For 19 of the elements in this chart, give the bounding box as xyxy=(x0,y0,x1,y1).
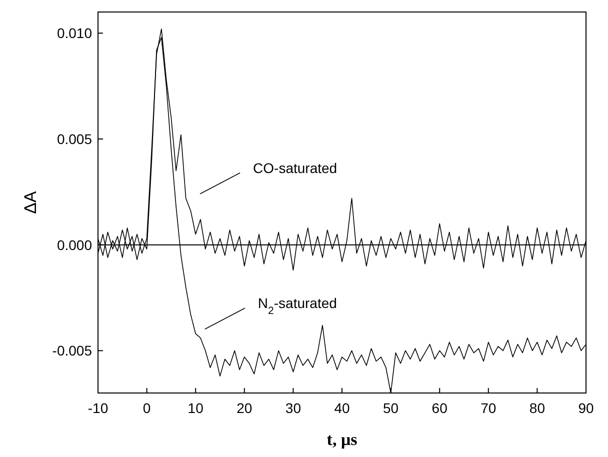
y-tick-label: 0.010 xyxy=(56,25,92,42)
x-tick-label: 50 xyxy=(383,400,399,416)
y-tick-label: -0.005 xyxy=(52,342,92,359)
x-tick-label: 60 xyxy=(432,400,448,416)
y-tick-label: 0.005 xyxy=(56,131,92,147)
annotation: N$_{2}$-saturated xyxy=(258,295,337,318)
annotation: CO-saturated xyxy=(253,160,338,176)
x-tick-label: 10 xyxy=(188,400,204,416)
x-tick-label: 30 xyxy=(285,400,302,416)
y-tick-label: 0.000 xyxy=(56,236,92,253)
x-tick-label: -10 xyxy=(88,400,108,416)
y-axis-title: ΔA xyxy=(21,190,40,214)
x-axis-title: t, μs xyxy=(326,430,358,449)
x-tick-label: 70 xyxy=(480,400,496,416)
x-tick-label: 80 xyxy=(529,400,546,416)
x-tick-label: 40 xyxy=(334,400,350,416)
x-tick-label: 90 xyxy=(578,400,594,416)
x-tick-label: 0 xyxy=(142,400,151,416)
x-tick-label: 20 xyxy=(236,400,252,416)
